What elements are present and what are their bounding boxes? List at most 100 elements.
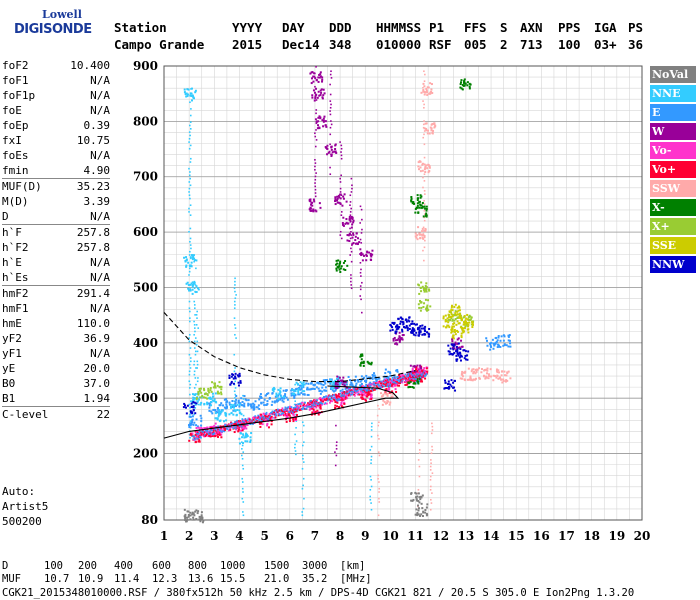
echo-streak-dot xyxy=(350,260,353,263)
echo-point xyxy=(408,373,411,376)
echo-streak-dot xyxy=(193,320,195,323)
echo-point xyxy=(418,233,421,236)
echo-point xyxy=(417,226,420,229)
echo-point xyxy=(271,392,274,395)
trace-point xyxy=(327,396,330,399)
echo-streak-dot xyxy=(430,459,432,461)
trace-point xyxy=(360,390,363,393)
echo-point xyxy=(343,384,346,387)
echo-point xyxy=(290,392,293,395)
echo-point xyxy=(418,379,421,382)
echo-point xyxy=(336,377,339,380)
echo-point xyxy=(228,413,231,416)
trace-point xyxy=(378,384,381,387)
echo-point xyxy=(360,379,363,382)
echo-streak-dot xyxy=(195,324,198,326)
echo-point xyxy=(364,394,367,397)
echo-point xyxy=(463,357,466,360)
echo-streak-dot xyxy=(242,514,245,517)
legend-item: X+ xyxy=(650,218,696,235)
echo-point xyxy=(232,413,235,416)
trace-point xyxy=(269,418,272,421)
trace-point xyxy=(301,407,304,410)
echo-point xyxy=(411,386,414,389)
echo-point xyxy=(336,405,339,408)
echo-point xyxy=(410,199,413,202)
echo-streak-dot xyxy=(377,514,380,517)
echo-point xyxy=(351,242,354,245)
echo-point xyxy=(247,402,250,405)
echo-point xyxy=(368,398,371,401)
trace-point xyxy=(425,373,428,375)
trace-point xyxy=(419,369,422,372)
echo-point xyxy=(320,91,323,94)
trace-point xyxy=(217,425,220,428)
trace-point xyxy=(209,428,212,431)
echo-point xyxy=(318,202,321,205)
echo-point xyxy=(334,404,337,407)
echo-point xyxy=(460,336,463,339)
echo-point xyxy=(272,390,275,393)
echo-point xyxy=(232,382,235,385)
echo-point xyxy=(314,77,317,80)
echo-point xyxy=(209,396,212,399)
trace-point xyxy=(302,404,305,407)
echo-point xyxy=(337,266,340,269)
echo-point xyxy=(469,377,472,380)
echo-point xyxy=(231,399,234,402)
echo-streak-dot xyxy=(423,190,426,192)
echo-point xyxy=(398,340,401,343)
echo-point xyxy=(508,339,511,342)
echo-streak-dot xyxy=(423,259,425,262)
echo-point xyxy=(469,315,472,318)
echo-point xyxy=(416,367,419,370)
echo-streak-dot xyxy=(350,277,352,280)
trace-point xyxy=(333,396,336,399)
trace-point xyxy=(392,382,395,385)
echo-streak-dot xyxy=(314,85,316,88)
echo-streak-dot xyxy=(189,227,192,230)
echo-point xyxy=(448,310,451,313)
echo-point xyxy=(455,358,458,361)
echo-point xyxy=(386,392,389,395)
echo-point xyxy=(230,403,233,406)
trace-point xyxy=(270,415,273,418)
echo-streak-dot xyxy=(314,188,317,191)
echo-point xyxy=(218,411,221,414)
trace-point xyxy=(254,415,257,418)
trace-point xyxy=(253,420,256,423)
trace-point xyxy=(335,393,337,396)
echo-point xyxy=(197,398,200,401)
echo-point xyxy=(243,395,246,398)
echo-point xyxy=(399,320,402,323)
echo-point xyxy=(495,369,498,372)
echo-streak-dot xyxy=(193,387,196,389)
echo-point xyxy=(332,384,335,387)
echo-streak-dot xyxy=(190,247,192,250)
trace-point xyxy=(389,383,392,385)
echo-point xyxy=(252,405,255,408)
trace-point xyxy=(422,375,425,377)
echo-point xyxy=(460,345,463,348)
echo-point xyxy=(450,379,453,382)
echo-streak-dot xyxy=(302,424,305,427)
header-value: 010000 xyxy=(376,37,422,52)
echo-point xyxy=(426,132,429,135)
param-row: B1 1.94 xyxy=(2,391,110,406)
echo-point xyxy=(194,89,197,92)
echo-streak-dot xyxy=(188,174,191,177)
echo-point xyxy=(211,425,214,428)
header-label: PS xyxy=(628,20,644,35)
echo-point xyxy=(319,206,322,209)
echo-point xyxy=(336,394,339,397)
echo-point xyxy=(354,242,357,245)
echo-streak-dot xyxy=(424,213,426,215)
echo-point xyxy=(279,394,282,397)
echo-point xyxy=(385,393,388,396)
footer-value: 12.3 xyxy=(152,573,178,585)
echo-point xyxy=(463,79,466,82)
trace-point xyxy=(293,410,296,413)
echo-point xyxy=(400,378,403,381)
echo-point xyxy=(310,387,313,390)
x-tick-label: 4 xyxy=(235,529,243,543)
